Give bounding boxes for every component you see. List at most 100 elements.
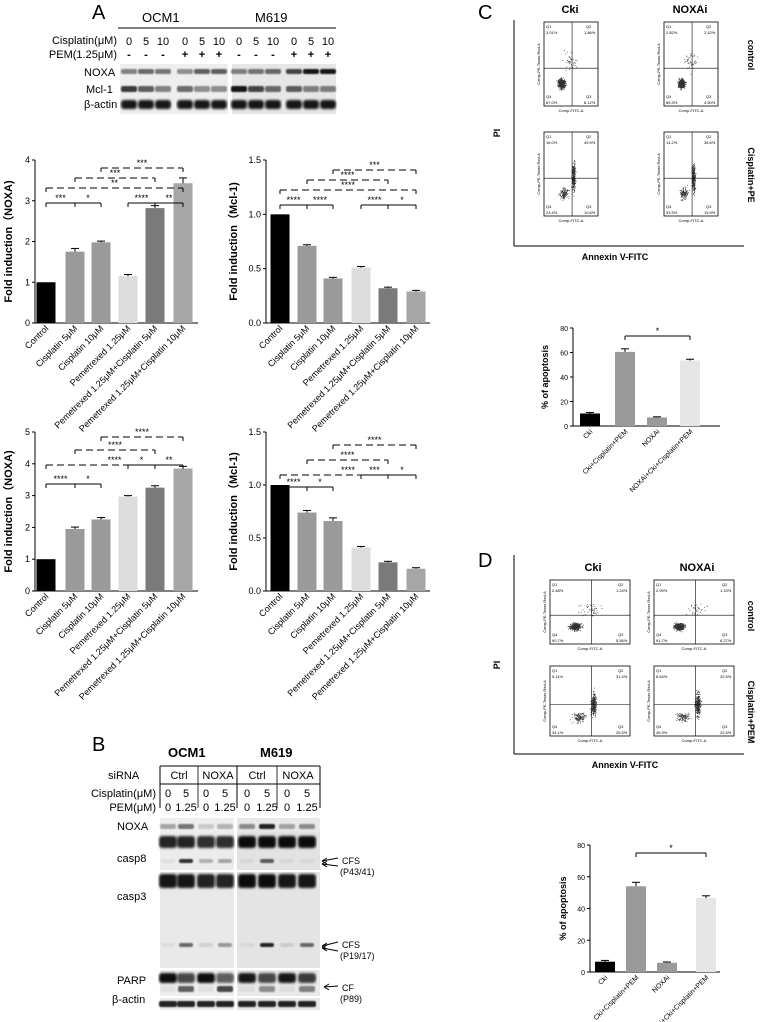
cell-event <box>694 184 695 185</box>
cell-event <box>679 192 681 194</box>
cell-event <box>694 177 695 179</box>
cell-event <box>685 713 687 715</box>
cell-event <box>684 196 686 198</box>
flow-plot: Q18.64%Q222.5%Q445.9%Q322.5%Comp-FITC-AC… <box>646 665 735 743</box>
x-axis-annexin: Annexin V-FITC <box>592 760 659 770</box>
cell-event <box>563 190 565 191</box>
cell-event <box>572 59 574 60</box>
cell-event <box>681 720 683 721</box>
cell-event <box>694 179 695 181</box>
cell-event <box>579 714 581 716</box>
cell-event <box>576 623 578 625</box>
cell-event <box>562 188 564 190</box>
cell-event <box>699 712 700 714</box>
cell-event <box>692 174 694 176</box>
cell-event <box>593 709 595 711</box>
cell-event <box>593 695 594 697</box>
cell-event <box>595 705 597 707</box>
plot-y-label: Comp-PE-Texas Red-A <box>536 43 541 85</box>
cell-event <box>590 700 592 702</box>
cell-event <box>563 87 565 88</box>
noxa-band <box>286 69 302 74</box>
cell-event <box>593 710 595 711</box>
cell-event <box>592 615 594 617</box>
cell-event <box>693 189 695 191</box>
bar <box>118 276 138 323</box>
cell-event <box>568 61 569 63</box>
cell-event <box>593 608 595 610</box>
cell-event <box>570 629 572 631</box>
plot-y-label: Comp-PE-Texas Red-A <box>656 153 661 195</box>
cell-event <box>685 189 686 191</box>
cell-event <box>595 713 597 715</box>
mcl1-band <box>155 86 171 92</box>
cell-event <box>680 713 682 715</box>
cell-event <box>700 603 702 605</box>
cell-event <box>593 702 595 704</box>
quadrant-q3-value: 22.5% <box>720 730 732 735</box>
cell-event <box>571 628 573 630</box>
cell-event <box>563 194 565 196</box>
cell-event <box>594 709 596 711</box>
cell-event <box>595 697 597 698</box>
cell-event <box>682 79 684 81</box>
bar <box>36 559 56 591</box>
quadrant-q4-name: Q4 <box>546 204 552 209</box>
cell-event <box>591 608 593 610</box>
cell-event <box>678 627 680 629</box>
cell-event <box>580 625 582 627</box>
cell-event <box>559 85 561 87</box>
cell-event <box>592 712 594 714</box>
cell-event <box>685 82 687 83</box>
cell-event <box>560 196 562 198</box>
cell-event <box>682 189 684 191</box>
cell-event <box>581 713 582 715</box>
noxa-band <box>239 824 255 829</box>
cell-event <box>573 167 575 169</box>
y-tick-label: 0.5 <box>248 264 261 274</box>
cell-event <box>692 175 694 177</box>
cell-event <box>693 177 695 178</box>
cell-event <box>561 83 563 85</box>
cell-event <box>695 62 696 64</box>
cell-event <box>692 172 694 174</box>
cell-event <box>685 188 686 190</box>
cell-event <box>696 693 698 695</box>
noxa-band <box>121 69 137 74</box>
cell-event <box>697 708 699 710</box>
cell-event <box>694 187 696 189</box>
casp8-cleaved-band <box>280 859 294 863</box>
cell-event <box>581 626 582 628</box>
cell-event <box>564 79 566 81</box>
cell-event <box>682 82 683 83</box>
cell-event <box>560 190 562 192</box>
cell-event <box>576 716 578 718</box>
blot-label-noxa: NOXA <box>117 821 149 833</box>
pem-dose-value: - <box>144 49 148 61</box>
category-label: Cisplatin 10μM <box>56 591 105 640</box>
cell-event <box>574 175 576 177</box>
cell-event <box>574 168 575 170</box>
y-tick-label: 4 <box>25 459 30 469</box>
cell-event <box>573 184 575 186</box>
bar <box>173 468 193 591</box>
panel-a-letter: A <box>92 2 106 24</box>
cell-event <box>693 178 695 180</box>
cell-event <box>680 629 682 630</box>
cell-event <box>696 709 698 711</box>
cell-event <box>699 697 701 699</box>
cell-event <box>575 624 576 626</box>
cell-event <box>682 626 683 628</box>
cell-event <box>694 178 696 180</box>
cell-event <box>679 627 681 628</box>
pem-dose-row: - - - + + + - - - + + + <box>127 49 331 61</box>
cell-event <box>585 716 587 717</box>
cell-event <box>678 627 679 629</box>
bar <box>626 886 646 972</box>
cell-event <box>680 79 682 81</box>
cell-event <box>679 629 680 631</box>
cell-event <box>679 628 681 630</box>
cell-event <box>562 194 564 196</box>
cell-event <box>699 709 701 710</box>
cell-event <box>565 81 566 82</box>
